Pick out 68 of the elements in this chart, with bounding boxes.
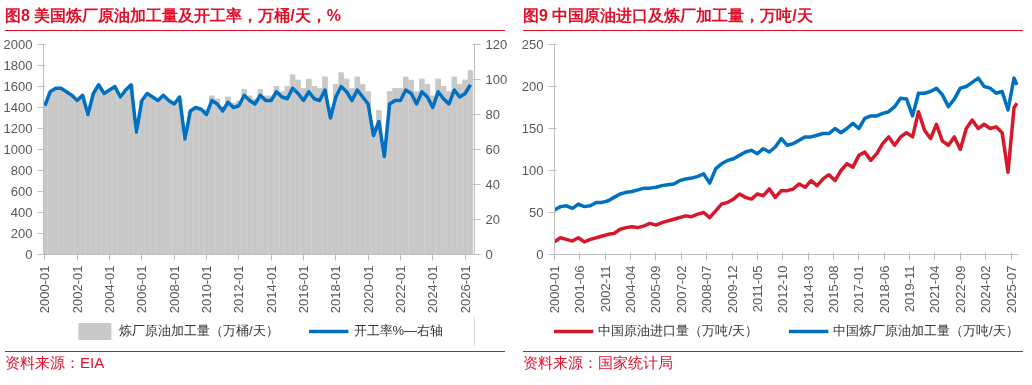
chart-title: 图8 美国炼厂原油加工量及开工率，万桶/天，% <box>5 6 342 26</box>
y-tick-label: 150 <box>521 121 544 136</box>
legend-label: 炼厂原油加工量（万桶/天） <box>118 322 279 340</box>
x-tick-label: 2022-09 <box>952 265 968 314</box>
x-tick-label: 2025-07 <box>1003 265 1019 314</box>
text: 资料来源：国家统计局 <box>523 353 673 373</box>
chart-title: 图9 中国原油进口及炼厂加工量，万吨/天 <box>523 6 813 26</box>
x-tick-label: 2020-01 <box>360 265 376 314</box>
y-tick-label: 800 <box>10 163 33 178</box>
y2-tick-label: 80 <box>485 107 500 122</box>
y-tick-label: 100 <box>521 163 544 178</box>
y2-tick-label: 120 <box>485 37 508 52</box>
y2-tick-label: 20 <box>485 212 500 227</box>
x-tick-label: 2004-01 <box>102 265 118 314</box>
x-tick-label: 2019-11 <box>902 265 918 313</box>
y-tick-label: 600 <box>10 184 33 199</box>
x-tick-label: 2001-06 <box>572 265 588 314</box>
x-tick-label: 2024-01 <box>425 265 441 314</box>
y-tick-label: 50 <box>529 205 544 220</box>
x-tick-label: 2000-01 <box>37 265 53 314</box>
y2-tick-label: 100 <box>485 72 508 87</box>
line-series <box>554 76 1019 212</box>
x-tick-label: 2024-02 <box>978 265 994 314</box>
y-tick-label: 1600 <box>3 79 33 94</box>
x-tick-label: 2014-03 <box>800 265 816 314</box>
y-tick-label: 1200 <box>3 121 33 136</box>
y2-tick-label: 60 <box>485 142 500 157</box>
x-tick-label: 2018-06 <box>876 265 892 314</box>
x-tick-label: 2021-04 <box>927 265 943 314</box>
y2-tick-label: 0 <box>485 247 493 262</box>
x-tick-label: 2002-01 <box>69 265 85 314</box>
x-tick-label: 2022-01 <box>392 265 408 314</box>
y-tick-label: 200 <box>521 79 544 94</box>
x-tick-label: 2012-10 <box>775 265 791 314</box>
y-tick-label: 0 <box>25 247 33 262</box>
legend-label: 开工率%—右轴 <box>353 322 444 340</box>
x-tick-label: 2000-01 <box>547 265 562 314</box>
y-tick-label: 400 <box>10 205 33 220</box>
y-tick-label: 2000 <box>3 37 33 52</box>
x-tick-label: 2007-02 <box>673 265 689 314</box>
legend-label: 中国炼厂原油加工量（万吨/天） <box>833 322 1019 340</box>
x-tick-label: 2004-04 <box>623 265 639 314</box>
y-tick-label: 1800 <box>3 58 33 73</box>
line-series <box>43 83 473 159</box>
legend-label: 中国原油进口量（万吨/天） <box>598 322 758 340</box>
y-tick-label: 250 <box>521 37 544 52</box>
x-tick-label: 2018-01 <box>328 265 344 314</box>
line-series <box>554 101 1019 244</box>
x-tick-label: 2012-01 <box>231 265 247 314</box>
x-tick-label: 2017-01 <box>851 265 867 314</box>
x-tick-label: 2011-05 <box>749 265 765 313</box>
text: 资料来源：EIA <box>5 353 105 373</box>
x-tick-label: 2008-01 <box>166 265 182 314</box>
x-tick-label: 2014-01 <box>263 265 279 314</box>
y-tick-label: 0 <box>536 247 544 262</box>
y-tick-label: 1000 <box>3 142 33 157</box>
x-tick-label: 2005-09 <box>648 265 664 314</box>
x-tick-label: 2008-07 <box>699 265 715 314</box>
y2-tick-label: 40 <box>485 177 500 192</box>
x-tick-label: 2006-01 <box>134 265 150 314</box>
x-tick-label: 2009-12 <box>724 265 740 314</box>
y-tick-label: 1400 <box>3 100 33 115</box>
x-tick-label: 2015-08 <box>825 265 841 314</box>
x-tick-label: 2010-01 <box>199 265 215 314</box>
x-tick-label: 2026-01 <box>457 265 473 314</box>
y-tick-label: 200 <box>10 226 33 241</box>
x-tick-label: 2002-11 <box>597 265 613 313</box>
x-tick-label: 2016-01 <box>295 265 311 314</box>
